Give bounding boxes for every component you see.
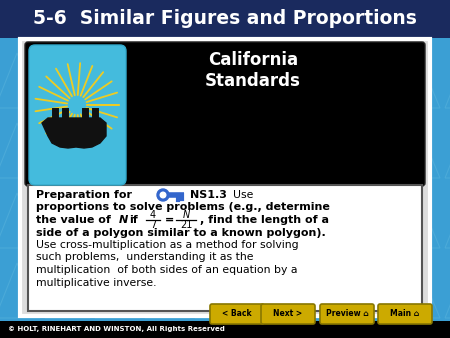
FancyBboxPatch shape: [210, 304, 264, 324]
Circle shape: [160, 192, 166, 198]
Text: multiplication  of both sides of an equation by a: multiplication of both sides of an equat…: [36, 265, 297, 275]
Text: 5-6  Similar Figures and Proportions: 5-6 Similar Figures and Proportions: [33, 9, 417, 28]
Text: Main ⌂: Main ⌂: [391, 310, 419, 318]
Circle shape: [157, 189, 169, 201]
Circle shape: [68, 121, 88, 141]
FancyBboxPatch shape: [25, 42, 425, 186]
Text: if: if: [129, 215, 138, 225]
Text: N: N: [119, 215, 128, 225]
Text: NS1.3: NS1.3: [190, 190, 227, 200]
Text: proportions to solve problems (e.g., determine: proportions to solve problems (e.g., det…: [36, 202, 330, 213]
Text: < Back: < Back: [222, 310, 252, 318]
Text: multiplicative inverse.: multiplicative inverse.: [36, 277, 157, 288]
Text: Next >: Next >: [274, 310, 302, 318]
Polygon shape: [42, 118, 106, 148]
Text: =: =: [165, 215, 174, 225]
Text: side of a polygon similar to a known polygon).: side of a polygon similar to a known pol…: [36, 227, 326, 238]
FancyBboxPatch shape: [0, 0, 450, 38]
Text: 21: 21: [180, 220, 192, 230]
Text: Standards: Standards: [205, 72, 301, 90]
Text: Preparation for: Preparation for: [36, 190, 132, 200]
Text: , find the length of a: , find the length of a: [200, 215, 329, 225]
FancyBboxPatch shape: [29, 45, 126, 185]
Text: Use cross-multiplication as a method for solving: Use cross-multiplication as a method for…: [36, 240, 299, 250]
Text: such problems,  understanding it as the: such problems, understanding it as the: [36, 252, 253, 263]
Text: 7: 7: [150, 220, 156, 230]
FancyBboxPatch shape: [261, 304, 315, 324]
Text: 4: 4: [150, 210, 156, 220]
FancyBboxPatch shape: [0, 321, 450, 338]
FancyBboxPatch shape: [320, 304, 374, 324]
Text: Preview ⌂: Preview ⌂: [326, 310, 369, 318]
Text: the value of: the value of: [36, 215, 111, 225]
Text: © HOLT, RINEHART AND WINSTON, All Rights Reserved: © HOLT, RINEHART AND WINSTON, All Rights…: [8, 327, 225, 333]
FancyBboxPatch shape: [20, 39, 430, 316]
FancyBboxPatch shape: [378, 304, 432, 324]
Text: California: California: [208, 51, 298, 69]
FancyBboxPatch shape: [28, 185, 422, 311]
Text: Use: Use: [233, 190, 253, 200]
Text: N: N: [182, 210, 189, 220]
